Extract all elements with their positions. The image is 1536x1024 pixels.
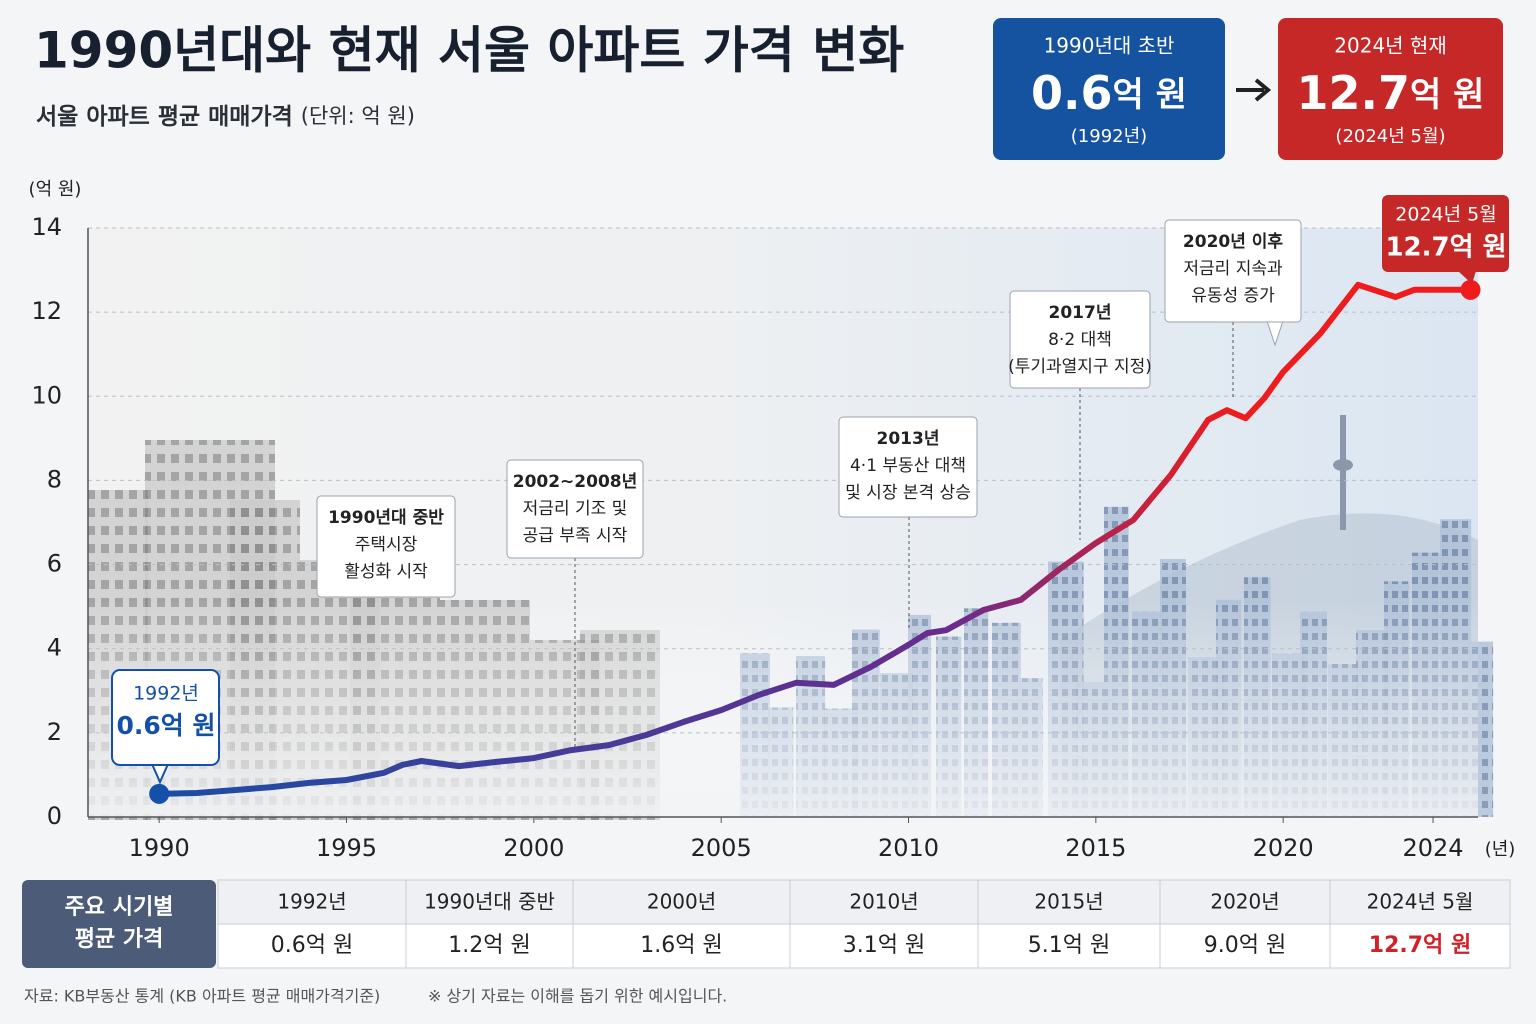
summary-number: 0.6: [1031, 66, 1113, 120]
footer-note: ※ 상기 자료는 이해를 돕기 위한 예시입니다.: [428, 987, 727, 1006]
table-period: 2015년: [1034, 890, 1103, 914]
start-point: [149, 783, 170, 804]
summary-note: (1992년): [1071, 126, 1147, 147]
annotation-box: [1164, 219, 1302, 323]
table-head-row: [217, 879, 1511, 925]
x-tick-label: 2010: [878, 834, 939, 862]
y-tick-label: 12: [31, 297, 62, 325]
annotation-text: 2017년: [1049, 303, 1112, 323]
summary-value: 12.7억 원: [1297, 66, 1485, 120]
end-callout-value: 12.7억 원: [1385, 233, 1506, 263]
y-tick-label: 2: [47, 718, 62, 746]
subtitle: 서울 아파트 평균 매매가격 (단위: 억 원): [36, 104, 415, 130]
y-tick-label: 14: [31, 213, 62, 241]
end-callout: [1382, 195, 1509, 272]
x-tick-label: 2000: [503, 834, 564, 862]
summary-box: [993, 18, 1225, 160]
x-tick-label: 1990: [129, 834, 190, 862]
y-axis-label: (억 원): [29, 179, 82, 200]
end-point: [1460, 279, 1481, 300]
footer-source: 자료: KB부동산 통계 (KB 아파트 평균 매매가격기준): [24, 987, 380, 1006]
subtitle-text: 서울 아파트 평균 매매가격: [36, 104, 293, 130]
annotation-box: [838, 416, 978, 518]
table-price: 3.1억 원: [843, 933, 925, 958]
table-header: 주요 시기별: [65, 895, 174, 920]
annotation-text: 저금리 지속과: [1183, 259, 1283, 279]
table-period: 2024년 5월: [1367, 890, 1474, 914]
tower-top: [1333, 459, 1353, 471]
y-tick-label: 10: [31, 381, 62, 409]
start-callout-value: 0.6억 원: [117, 711, 216, 740]
title: 1990년대와 현재 서울 아파트 가격 변화: [34, 22, 904, 80]
table-header-cell: [22, 880, 216, 968]
summary-label: 1990년대 초반: [1044, 34, 1175, 58]
start-callout: [111, 669, 220, 766]
summary-arrow: [1236, 78, 1272, 102]
x-tick-label: 1995: [316, 834, 377, 862]
annotation-box: [506, 459, 644, 559]
annotation-text: 4·1 부동산 대책: [850, 456, 966, 476]
y-tick-label: 0: [47, 802, 62, 830]
annotation-text: 저금리 기조 및: [523, 499, 628, 519]
y-tick-label: 6: [47, 550, 62, 578]
x-tick-label: 2015: [1065, 834, 1126, 862]
annotation-text: 공급 부족 시작: [523, 526, 628, 546]
table-price: 1.2억 원: [448, 933, 530, 958]
annotation-text: 8·2 대책: [1048, 330, 1112, 350]
annotation-text: 2002~2008년: [513, 472, 638, 492]
table-header: 평균 가격: [75, 927, 164, 952]
table-price: 1.6억 원: [640, 933, 722, 958]
summary-unit: 억 원: [1113, 75, 1187, 115]
table-period: 1990년대 중반: [424, 890, 555, 914]
summary-unit: 억 원: [1410, 75, 1484, 115]
table-price: 9.0억 원: [1204, 933, 1286, 958]
summary-box: [1278, 18, 1503, 160]
annotation-text: 2020년 이후: [1183, 231, 1284, 252]
table-price: 0.6억 원: [271, 933, 353, 958]
x-axis-label: (년): [1485, 839, 1516, 860]
annotation-text: 유동성 증가: [1191, 286, 1275, 306]
y-tick-label: 8: [47, 465, 62, 493]
x-tick-label: 2020: [1253, 834, 1314, 862]
annotation-text: 활성화 시작: [344, 562, 428, 582]
unit-note: (단위: 억 원): [301, 104, 415, 128]
summary-label: 2024년 현재: [1334, 34, 1446, 58]
table-price: 5.1억 원: [1028, 933, 1110, 958]
x-tick-label: 2005: [691, 834, 752, 862]
annotation-box: [1009, 290, 1151, 389]
annotation-text: 2013년: [877, 429, 940, 449]
table-period: 1992년: [277, 890, 346, 914]
y-tick-label: 4: [47, 634, 62, 662]
annotation-text: (투기과열지구 지정): [1008, 357, 1152, 377]
summary-note: (2024년 5월): [1335, 126, 1445, 147]
table-price: 12.7억 원: [1369, 933, 1471, 958]
annotation-text: 1990년대 중반: [328, 508, 444, 528]
annotation-box: [316, 495, 456, 598]
table-period: 2010년: [849, 890, 918, 914]
table-period: 2000년: [647, 890, 716, 914]
annotation-text: 및 시장 본격 상승: [845, 483, 971, 503]
annotation-text: 주택시장: [355, 535, 418, 555]
price-line: [156, 281, 1474, 797]
summary-value: 0.6억 원: [1031, 66, 1187, 120]
table-period: 2020년: [1210, 890, 1279, 914]
end-callout-date: 2024년 5월: [1395, 204, 1496, 226]
start-callout-year: 1992년: [133, 683, 199, 705]
x-tick-label: 2024: [1403, 834, 1464, 862]
callout-tail: [1458, 271, 1476, 284]
summary-number: 12.7: [1297, 66, 1411, 120]
